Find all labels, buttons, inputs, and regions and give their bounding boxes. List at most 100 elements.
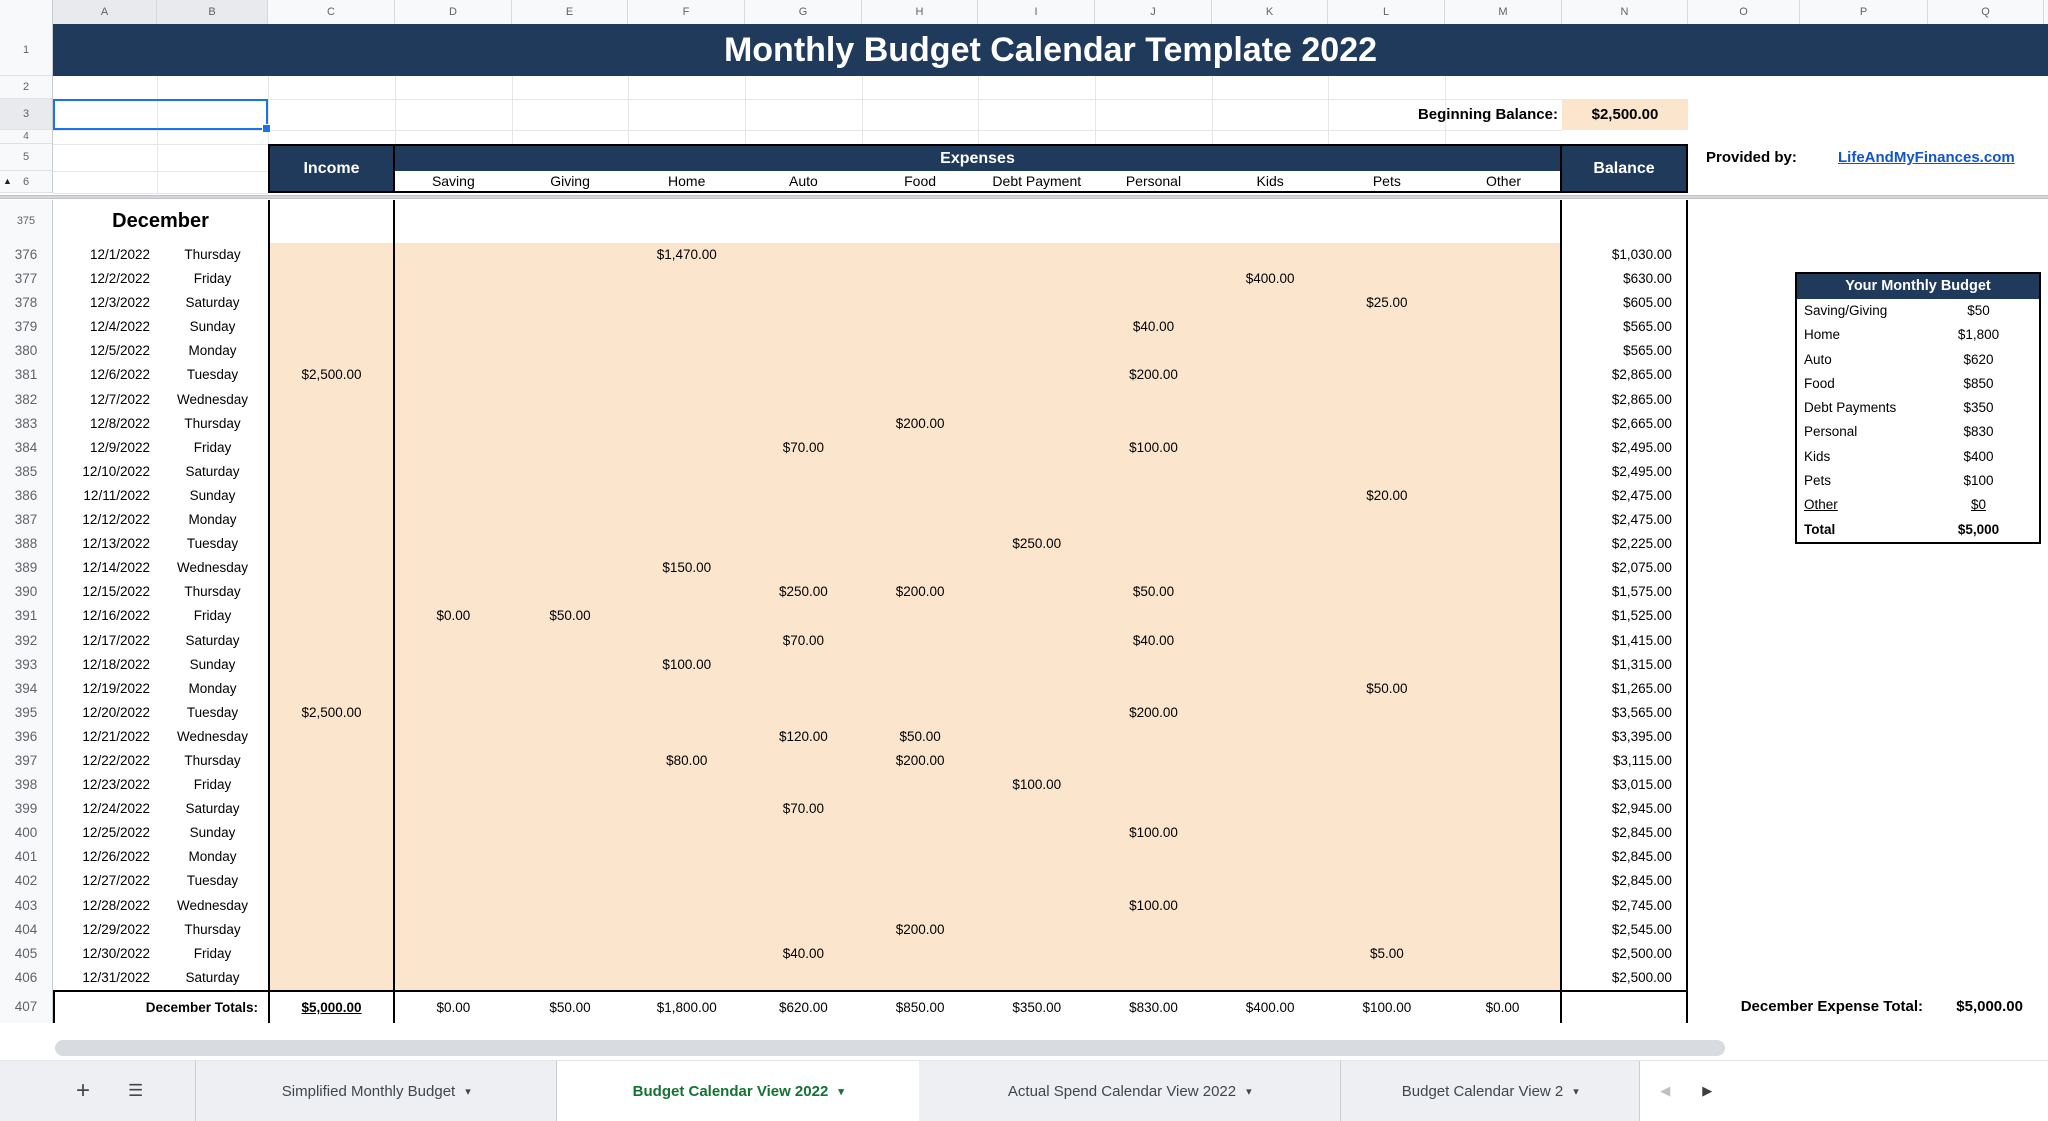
cell-giving[interactable]: [511, 339, 629, 365]
row-header[interactable]: 406: [0, 965, 53, 991]
cell-home[interactable]: [628, 676, 746, 702]
cell-date[interactable]: 12/9/2022: [89, 439, 150, 455]
cell-date[interactable]: 12/19/2022: [82, 680, 150, 696]
cell-other[interactable]: [1445, 267, 1562, 293]
cell-auto[interactable]: [745, 363, 862, 389]
cell-other[interactable]: [1445, 363, 1562, 389]
cell-auto[interactable]: [745, 604, 862, 630]
cell-kids[interactable]: $400.00: [1211, 267, 1329, 293]
cell-home[interactable]: [628, 917, 746, 943]
total-income-cell[interactable]: $5,000.00: [268, 990, 395, 1025]
cell-date[interactable]: 12/18/2022: [82, 656, 150, 672]
cell-giving[interactable]: [511, 676, 629, 702]
cell-kids[interactable]: [1211, 508, 1329, 534]
cell-income[interactable]: [268, 315, 395, 341]
cell-other[interactable]: [1445, 676, 1562, 702]
cell-food[interactable]: [861, 556, 979, 582]
cell-saving[interactable]: [395, 869, 512, 895]
cell-income[interactable]: [268, 797, 395, 823]
cell-debt-payment[interactable]: [978, 339, 1096, 365]
cell-other[interactable]: [1445, 628, 1562, 654]
cell-income[interactable]: [268, 411, 395, 437]
cell-giving[interactable]: [511, 893, 629, 919]
cell-personal[interactable]: $50.00: [1095, 580, 1212, 606]
cell-saving[interactable]: [395, 628, 512, 654]
cell-debt-payment[interactable]: [978, 700, 1096, 726]
cell-date[interactable]: 12/20/2022: [82, 704, 150, 720]
cell-debt-payment[interactable]: [978, 869, 1096, 895]
cell-day[interactable]: Thursday: [184, 752, 241, 768]
row-header[interactable]: 392: [0, 628, 53, 654]
cell-day[interactable]: Sunday: [189, 656, 236, 672]
cell-kids[interactable]: [1211, 387, 1329, 413]
cell-auto[interactable]: $40.00: [745, 941, 862, 967]
cell-other[interactable]: [1445, 580, 1562, 606]
cell-personal[interactable]: [1095, 748, 1212, 775]
cell-saving[interactable]: [395, 387, 512, 413]
cell-giving[interactable]: [511, 556, 629, 582]
cell-personal[interactable]: [1095, 459, 1212, 485]
sheet-tab[interactable]: Budget Calendar View 2022 ▾: [557, 1061, 920, 1121]
cell-balance[interactable]: $3,015.00: [1562, 773, 1688, 799]
cell-day[interactable]: Sunday: [189, 319, 236, 335]
cell-debt-payment[interactable]: [978, 941, 1096, 967]
cell-food[interactable]: $200.00: [861, 411, 979, 437]
cell-date[interactable]: 12/16/2022: [82, 608, 150, 624]
cell-saving[interactable]: [395, 821, 512, 847]
cell-home[interactable]: [628, 869, 746, 895]
cell-other[interactable]: [1445, 411, 1562, 437]
row-header[interactable]: 394: [0, 676, 53, 702]
total-saving[interactable]: $0.00: [395, 990, 512, 1025]
beginning-balance-value[interactable]: $2,500.00: [1562, 99, 1688, 130]
row-header[interactable]: 378: [0, 291, 53, 317]
cell-saving[interactable]: [395, 724, 512, 750]
cell-debt-payment[interactable]: [978, 893, 1096, 919]
row-header[interactable]: 391: [0, 604, 53, 630]
cell-pets[interactable]: [1328, 243, 1446, 269]
column-header[interactable]: K: [1212, 0, 1328, 24]
cell-personal[interactable]: [1095, 532, 1212, 558]
cell-personal[interactable]: [1095, 917, 1212, 943]
cell-other[interactable]: [1445, 387, 1562, 413]
cell-food[interactable]: [861, 941, 979, 967]
row-header[interactable]: 401: [0, 845, 53, 871]
cell-date[interactable]: 12/7/2022: [89, 391, 150, 407]
cell-personal[interactable]: [1095, 243, 1212, 269]
budget-category-label[interactable]: Auto: [1804, 351, 1832, 367]
cell-home[interactable]: [628, 483, 746, 510]
cell-saving[interactable]: [395, 965, 512, 991]
cell-home[interactable]: $80.00: [628, 748, 746, 775]
cell-pets[interactable]: $50.00: [1328, 676, 1446, 702]
cell-debt-payment[interactable]: [978, 748, 1096, 775]
cell-food[interactable]: [861, 676, 979, 702]
row-header[interactable]: 399: [0, 797, 53, 823]
cell-day[interactable]: Friday: [193, 439, 232, 455]
cell-saving[interactable]: [395, 773, 512, 799]
category-header[interactable]: Giving: [550, 173, 590, 189]
cell-auto[interactable]: [745, 869, 862, 895]
category-header[interactable]: Personal: [1125, 173, 1182, 189]
cell-personal[interactable]: $40.00: [1095, 628, 1212, 654]
cell-balance[interactable]: $565.00: [1562, 315, 1688, 341]
cell-giving[interactable]: [511, 652, 629, 678]
cell-kids[interactable]: [1211, 556, 1329, 582]
category-header[interactable]: Home: [668, 173, 706, 189]
cell-personal[interactable]: [1095, 508, 1212, 534]
cell-giving[interactable]: [511, 315, 629, 341]
cell-date[interactable]: 12/23/2022: [82, 777, 150, 793]
budget-category-value[interactable]: $350: [1963, 400, 1994, 416]
cell-pets[interactable]: [1328, 339, 1446, 365]
cell-personal[interactable]: $100.00: [1095, 435, 1212, 461]
cell-auto[interactable]: [745, 748, 862, 775]
row-header[interactable]: 395: [0, 700, 53, 726]
cell-day[interactable]: Tuesday: [186, 704, 239, 720]
cell-date[interactable]: 12/31/2022: [82, 969, 150, 985]
category-header[interactable]: Debt Payment: [992, 173, 1082, 189]
cell-other[interactable]: [1445, 291, 1562, 317]
cell-day[interactable]: Wednesday: [176, 560, 249, 576]
cell-date[interactable]: 12/24/2022: [82, 801, 150, 817]
cell-kids[interactable]: [1211, 652, 1329, 678]
cell-personal[interactable]: [1095, 339, 1212, 365]
column-header[interactable]: O: [1688, 0, 1800, 24]
cell-giving[interactable]: [511, 965, 629, 991]
